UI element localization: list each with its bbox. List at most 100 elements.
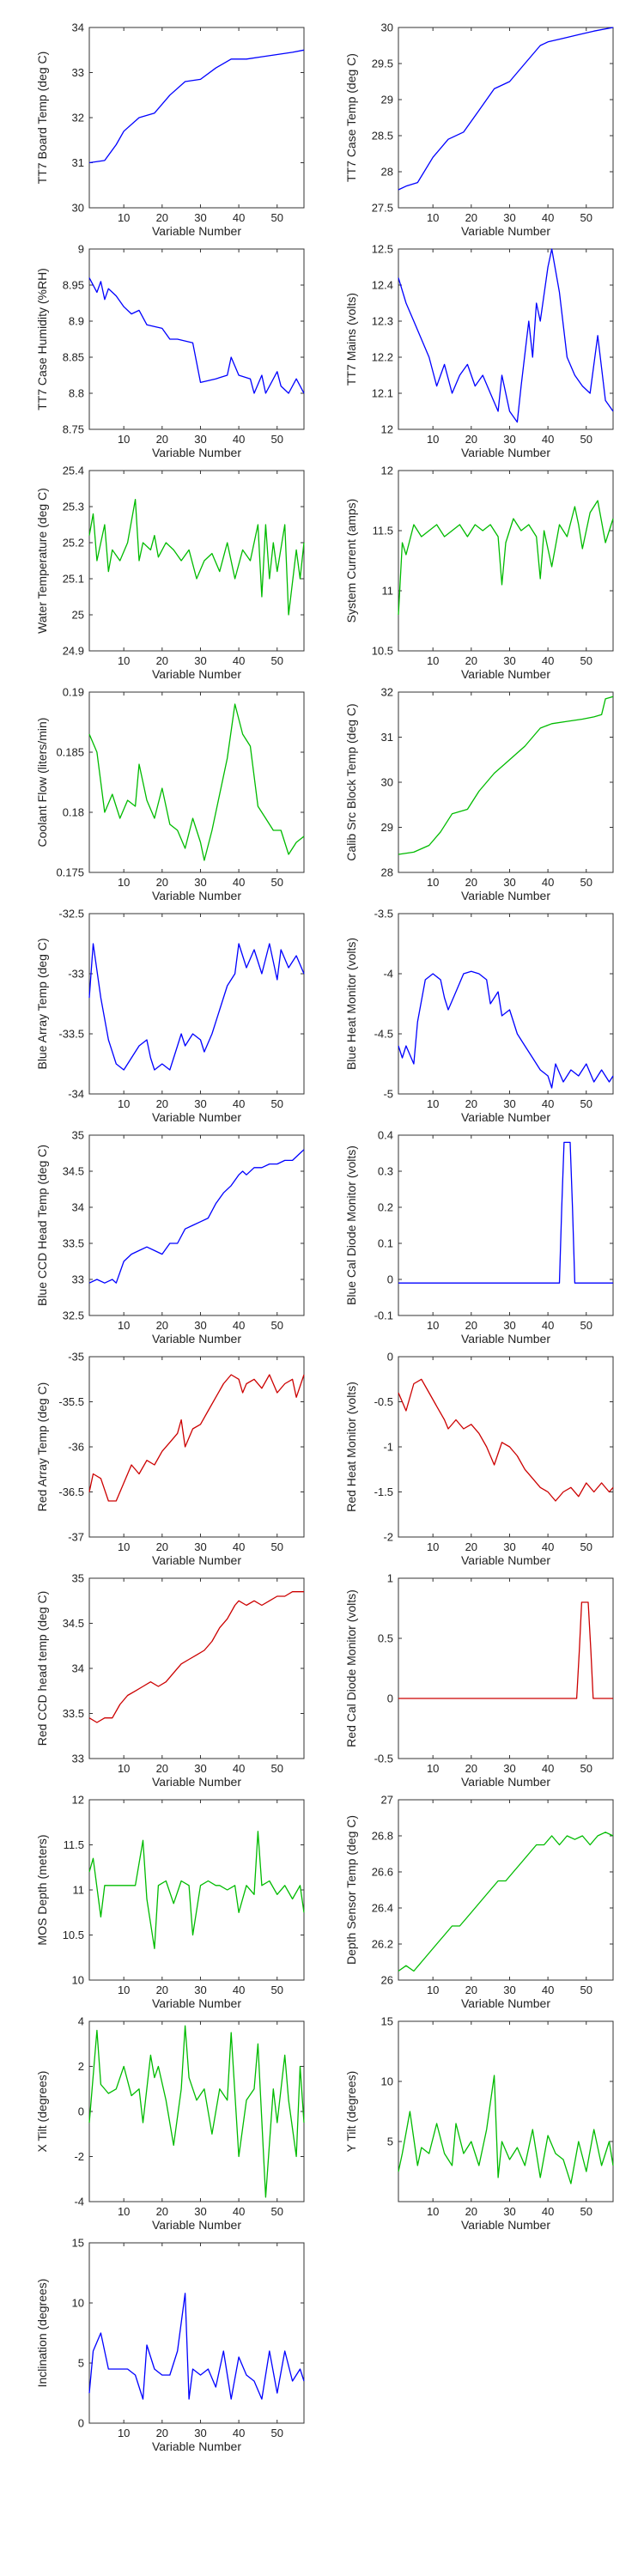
x-tick-label: 10	[427, 211, 439, 224]
series-line	[398, 500, 614, 616]
y-tick-label: 33.5	[63, 1707, 84, 1720]
y-tick-label: -1	[383, 1441, 393, 1454]
plot-frame	[88, 913, 305, 1095]
y-tick-label: 0.3	[378, 1165, 393, 1178]
x-tick-label: 50	[580, 433, 592, 446]
x-tick-label: 20	[156, 1762, 168, 1775]
x-tick-label: 20	[156, 1984, 168, 1996]
x-tick-label: 40	[542, 1540, 554, 1553]
y-axis-label: Red Heat Monitor (volts)	[344, 1382, 358, 1512]
x-tick-label: 40	[542, 433, 554, 446]
y-axis-label: Coolant Flow (liters/min)	[35, 718, 49, 848]
y-axis-label: Red Array Temp (deg C)	[35, 1382, 49, 1512]
plot-frame	[398, 2020, 614, 2202]
y-tick-label: 5	[387, 2136, 393, 2148]
y-tick-label: 26	[381, 1974, 393, 1987]
x-tick-label: 50	[271, 1097, 283, 1110]
x-tick-label: 40	[542, 211, 554, 224]
x-tick-label: 10	[118, 211, 130, 224]
y-tick-label: 26.4	[372, 1902, 393, 1915]
series-line	[398, 1832, 614, 1972]
y-tick-label: 10	[72, 1974, 84, 1987]
x-tick-label: 50	[271, 1540, 283, 1553]
y-tick-label: 10.5	[63, 1929, 84, 1941]
plot-frame	[398, 1134, 614, 1316]
y-tick-label: -5	[383, 1088, 393, 1101]
plot-frame	[88, 248, 305, 430]
x-tick-label: 20	[465, 433, 477, 446]
series-line	[398, 1141, 613, 1284]
x-axis-label: Variable Number	[461, 2218, 550, 2232]
y-tick-label: 29	[381, 821, 393, 834]
y-tick-label: 12.1	[372, 387, 393, 400]
x-tick-label: 30	[503, 654, 515, 667]
x-tick-label: 50	[271, 433, 283, 446]
y-tick-label: 34	[72, 1201, 84, 1214]
x-tick-label: 10	[118, 2427, 130, 2439]
x-tick-label: 10	[427, 1097, 439, 1110]
y-tick-label: 0	[387, 1692, 393, 1705]
series-line	[88, 1374, 305, 1502]
y-tick-label: -4	[383, 968, 393, 981]
x-tick-label: 40	[233, 1319, 245, 1332]
y-tick-label: 25.2	[63, 537, 84, 550]
x-tick-label: 20	[465, 1984, 477, 1996]
series-line	[398, 248, 614, 423]
x-tick-label: 20	[156, 433, 168, 446]
x-tick-label: 40	[233, 1540, 245, 1553]
x-tick-label: 20	[465, 211, 477, 224]
y-tick-label: 0.19	[63, 686, 84, 699]
y-tick-label: 0.4	[378, 1129, 393, 1142]
x-tick-label: 20	[465, 1762, 477, 1775]
y-tick-label: 35	[72, 1129, 84, 1142]
series-line	[88, 703, 305, 861]
y-axis-label: TT7 Board Temp (deg C)	[35, 52, 49, 185]
x-tick-label: 40	[542, 1984, 554, 1996]
x-tick-label: 50	[271, 2205, 283, 2218]
y-tick-label: -33	[68, 968, 84, 981]
plot-frame	[88, 1577, 305, 1759]
y-tick-label: -36.5	[58, 1485, 84, 1498]
x-tick-label: 30	[503, 433, 515, 446]
y-tick-label: -1.5	[374, 1485, 393, 1498]
y-tick-label: 1	[387, 1572, 393, 1585]
x-axis-label: Variable Number	[461, 446, 550, 459]
y-tick-label: 8.8	[69, 387, 84, 400]
plot-frame	[88, 691, 305, 873]
y-tick-label: 12.5	[372, 243, 393, 256]
y-tick-label: 15	[72, 2237, 84, 2250]
series-line	[398, 970, 614, 1089]
y-tick-label: 0.5	[378, 1632, 393, 1645]
y-tick-label: 10	[72, 2297, 84, 2310]
y-tick-label: 0.175	[56, 866, 84, 879]
y-tick-label: 0.2	[378, 1201, 393, 1214]
x-axis-label: Variable Number	[461, 224, 550, 238]
y-axis-label: System Current (amps)	[344, 499, 358, 623]
series-line	[398, 1378, 614, 1502]
plot-frame	[88, 1134, 305, 1316]
y-tick-label: -36	[68, 1441, 84, 1454]
y-tick-label: -0.5	[374, 1753, 393, 1765]
series-line	[398, 2075, 614, 2184]
y-tick-label: 28	[381, 866, 393, 879]
x-tick-label: 50	[271, 2427, 283, 2439]
y-tick-label: 31	[381, 731, 393, 744]
x-tick-label: 20	[156, 211, 168, 224]
chart-panel: 10 20 30 40 50 10.5 11 11.5 12 Variable Number Sys…	[344, 465, 614, 681]
y-axis-label: Blue CCD Head Temp (deg C)	[35, 1145, 49, 1306]
y-axis-label: TT7 Case Humidity (%RH)	[35, 268, 49, 410]
y-tick-label: -32.5	[58, 908, 84, 920]
y-tick-label: 2	[78, 2060, 84, 2073]
y-tick-label: 8.85	[63, 351, 84, 364]
chart-panel: 10 20 30 40 50 33 33.5 34 34.5 35 Variable Number R…	[35, 1572, 305, 1789]
x-tick-label: 30	[194, 2205, 206, 2218]
x-axis-label: Variable Number	[152, 1110, 241, 1124]
series-line	[88, 943, 305, 1071]
y-tick-label: 28	[381, 166, 393, 179]
x-axis-label: Variable Number	[461, 1110, 550, 1124]
y-tick-label: -35.5	[58, 1395, 84, 1408]
y-tick-label: -2	[74, 2150, 84, 2163]
x-tick-label: 40	[233, 2205, 245, 2218]
y-tick-label: 8.75	[63, 423, 84, 436]
x-tick-label: 30	[503, 2205, 515, 2218]
